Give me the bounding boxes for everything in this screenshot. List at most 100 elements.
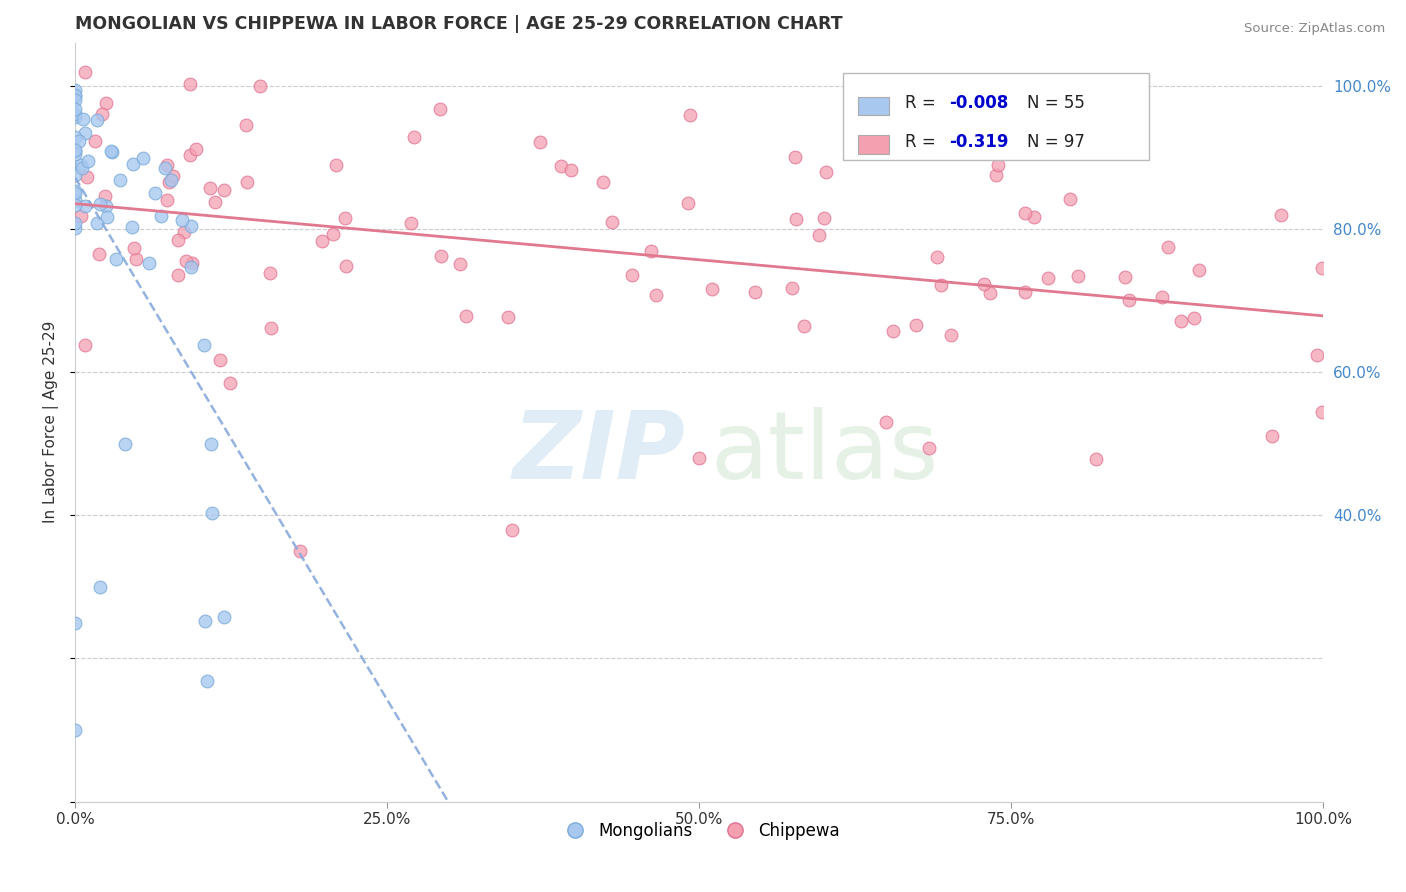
Text: R =: R = — [905, 95, 941, 112]
Point — [813, 211, 835, 226]
Point — [882, 325, 904, 339]
Point — [72, 112, 94, 126]
Point — [782, 281, 804, 295]
Point — [529, 135, 551, 149]
FancyBboxPatch shape — [842, 73, 1149, 161]
Point — [195, 673, 218, 688]
FancyBboxPatch shape — [858, 135, 889, 154]
Point — [180, 260, 202, 274]
Point — [172, 212, 194, 227]
Point — [259, 266, 281, 280]
Point — [70, 210, 93, 224]
Point — [501, 523, 523, 537]
Point — [166, 268, 188, 283]
Text: ZIP: ZIP — [513, 407, 686, 499]
Point — [105, 252, 128, 266]
Point — [449, 257, 471, 271]
Point — [688, 450, 710, 465]
Point — [676, 196, 699, 211]
Point — [1310, 405, 1333, 419]
Text: atlas: atlas — [710, 407, 938, 499]
Point — [1014, 285, 1036, 300]
Point — [979, 286, 1001, 301]
Point — [100, 144, 122, 158]
Point — [219, 376, 242, 390]
Point — [987, 158, 1010, 172]
Point — [63, 93, 86, 107]
Point — [96, 210, 118, 224]
Point — [76, 169, 98, 184]
Point — [875, 415, 897, 429]
Point — [249, 78, 271, 93]
Point — [260, 321, 283, 335]
Point — [200, 437, 222, 451]
Point — [184, 142, 207, 156]
Point — [76, 154, 98, 169]
Point — [110, 173, 132, 187]
Point — [84, 134, 107, 148]
Point — [1182, 310, 1205, 325]
Point — [235, 118, 257, 132]
Point — [212, 609, 235, 624]
Point — [592, 175, 614, 189]
Point — [1059, 192, 1081, 206]
Point — [193, 338, 215, 352]
Point — [1170, 314, 1192, 328]
Point — [194, 614, 217, 628]
Point — [75, 199, 97, 213]
Point — [121, 219, 143, 234]
Point — [67, 134, 90, 148]
Text: N = 97: N = 97 — [1028, 133, 1085, 151]
Point — [153, 161, 176, 175]
Point — [179, 78, 201, 92]
Point — [1118, 293, 1140, 307]
Point — [1270, 208, 1292, 222]
Point — [1306, 348, 1329, 362]
Point — [1014, 206, 1036, 220]
Point — [125, 252, 148, 267]
Point — [150, 209, 173, 223]
Point — [166, 233, 188, 247]
Point — [63, 221, 86, 235]
FancyBboxPatch shape — [858, 96, 889, 115]
Point — [63, 89, 86, 103]
Point — [1036, 271, 1059, 285]
Point — [63, 193, 86, 207]
Point — [181, 255, 204, 269]
Point — [101, 145, 124, 160]
Point — [454, 309, 477, 323]
Point — [138, 256, 160, 270]
Point — [63, 130, 86, 145]
Point — [70, 158, 93, 172]
Point — [644, 288, 666, 302]
Point — [162, 169, 184, 184]
Point — [63, 103, 86, 117]
Point — [87, 247, 110, 261]
Point — [63, 184, 86, 198]
Point — [1067, 268, 1090, 283]
Point — [63, 168, 86, 182]
Y-axis label: In Labor Force | Age 25-29: In Labor Force | Age 25-29 — [44, 321, 59, 524]
Text: Source: ZipAtlas.com: Source: ZipAtlas.com — [1244, 22, 1385, 36]
Point — [335, 211, 357, 226]
Point — [1084, 452, 1107, 467]
Point — [156, 193, 179, 207]
Text: N = 55: N = 55 — [1028, 95, 1085, 112]
Point — [404, 130, 426, 145]
Text: R =: R = — [905, 133, 941, 151]
Point — [793, 319, 815, 334]
Point — [621, 268, 644, 282]
Text: MONGOLIAN VS CHIPPEWA IN LABOR FORCE | AGE 25-29 CORRELATION CHART: MONGOLIAN VS CHIPPEWA IN LABOR FORCE | A… — [75, 15, 842, 33]
Point — [1260, 429, 1282, 443]
Point — [640, 244, 662, 258]
Point — [159, 173, 181, 187]
Point — [63, 186, 86, 200]
Point — [89, 197, 111, 211]
Legend: Mongolians, Chippewa: Mongolians, Chippewa — [553, 815, 846, 847]
Point — [1150, 290, 1173, 304]
Point — [63, 145, 86, 159]
Point — [122, 241, 145, 255]
Point — [808, 227, 831, 242]
Point — [63, 144, 86, 158]
Point — [815, 165, 838, 179]
